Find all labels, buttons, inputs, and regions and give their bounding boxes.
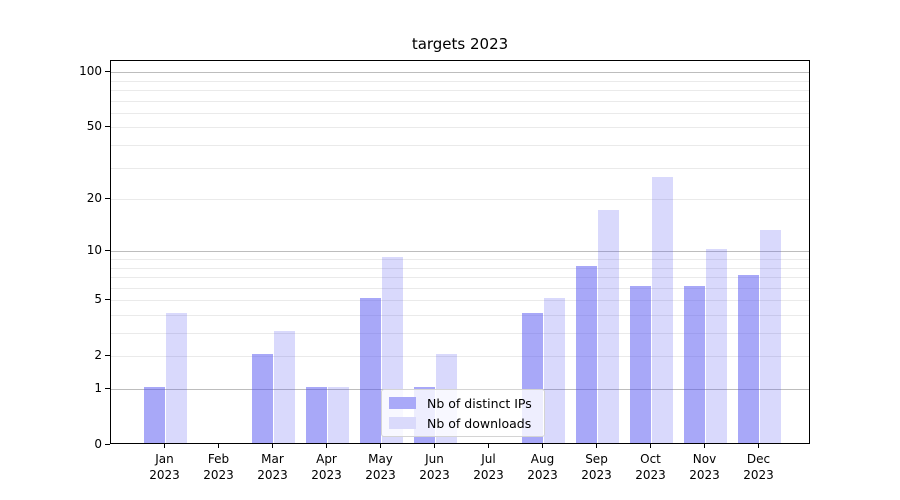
x-tick-label: Aug 2023 — [527, 452, 558, 482]
x-tick-label: Oct 2023 — [635, 452, 666, 482]
y-tick-mark — [105, 354, 110, 356]
bar-downloads-aug — [544, 298, 565, 443]
x-tick-mark — [488, 444, 489, 448]
x-tick-mark — [272, 444, 273, 448]
bar-downloads-dec — [760, 229, 781, 443]
gridline-minor — [111, 287, 809, 289]
y-tick-label: 50 — [86, 118, 102, 133]
gridline-minor — [111, 112, 809, 114]
y-tick-mark — [105, 249, 110, 251]
x-tick-mark — [380, 444, 381, 448]
legend-label-distinct-ips: Nb of distinct IPs — [427, 395, 532, 411]
y-tick-mark — [105, 70, 110, 72]
x-tick-mark — [596, 444, 597, 448]
x-tick-label: Dec 2023 — [743, 452, 774, 482]
bar-downloads-sep — [598, 209, 619, 443]
plot-area: Nb of distinct IPs Nb of downloads — [110, 60, 810, 444]
y-tick-label: 10 — [86, 242, 102, 257]
bar-downloads-jan — [166, 313, 187, 443]
legend-swatch-distinct-ips-icon — [389, 397, 416, 409]
gridline-minor — [111, 333, 809, 334]
x-tick-label: Jul 2023 — [473, 452, 504, 482]
y-tick-mark — [105, 197, 110, 199]
gridline-minor — [111, 80, 809, 82]
y-tick-label: 100 — [79, 63, 102, 78]
x-tick-label: Feb 2023 — [203, 452, 234, 482]
y-tick-label: 20 — [86, 190, 102, 205]
bar-distinct-ips-mar — [252, 354, 273, 443]
bar-distinct-ips-may — [360, 298, 381, 443]
y-tick-label: 0 — [94, 436, 102, 451]
gridline-minor — [111, 167, 809, 169]
bar-downloads-apr — [328, 387, 349, 443]
x-tick-label: Apr 2023 — [311, 452, 342, 482]
gridline-minor — [111, 277, 809, 278]
y-tick-label: 1 — [94, 380, 102, 395]
x-tick-mark — [434, 444, 435, 448]
chart-title: targets 2023 — [411, 35, 509, 53]
y-tick-mark — [105, 443, 110, 445]
bar-distinct-ips-jan — [144, 387, 165, 443]
gridline-minor — [111, 199, 809, 201]
gridline-minor — [111, 90, 809, 91]
x-tick-mark — [326, 444, 327, 448]
bar-downloads-mar — [274, 331, 295, 443]
x-tick-mark — [650, 444, 651, 448]
x-tick-label: Jan 2023 — [149, 452, 180, 482]
x-tick-mark — [218, 444, 219, 448]
gridline-minor — [111, 259, 809, 260]
legend-item-distinct-ips: Nb of distinct IPs — [389, 396, 544, 411]
bar-distinct-ips-nov — [684, 285, 705, 443]
gridline-major — [111, 72, 809, 74]
bar-distinct-ips-oct — [630, 285, 651, 443]
gridline-minor — [111, 267, 809, 269]
x-tick-mark — [704, 444, 705, 448]
bar-distinct-ips-sep — [576, 265, 597, 443]
gridline-minor — [111, 315, 809, 316]
x-tick-mark — [758, 444, 759, 448]
gridline-minor — [111, 356, 809, 358]
x-tick-mark — [542, 444, 543, 448]
bar-distinct-ips-apr — [306, 387, 327, 443]
x-tick-label: Sep 2023 — [581, 452, 612, 482]
bar-downloads-nov — [706, 249, 727, 443]
x-tick-label: May 2023 — [365, 452, 396, 482]
gridline-major — [111, 251, 809, 253]
gridline-minor — [111, 100, 809, 102]
y-tick-label: 2 — [94, 347, 102, 362]
gridline-minor — [111, 145, 809, 146]
legend-item-downloads: Nb of downloads — [389, 416, 544, 431]
y-tick-mark — [105, 387, 110, 389]
legend: Nb of distinct IPs Nb of downloads — [381, 389, 545, 437]
legend-swatch-downloads-icon — [389, 417, 416, 429]
bar-downloads-oct — [652, 176, 673, 443]
y-tick-mark — [105, 125, 110, 127]
bar-distinct-ips-dec — [738, 275, 759, 443]
y-tick-label: 5 — [94, 291, 102, 306]
gridline-minor — [111, 127, 809, 129]
x-tick-label: Jun 2023 — [419, 452, 450, 482]
x-tick-label: Nov 2023 — [689, 452, 720, 482]
x-tick-mark — [164, 444, 165, 448]
x-tick-label: Mar 2023 — [257, 452, 288, 482]
y-tick-mark — [105, 298, 110, 300]
gridline-minor — [111, 300, 809, 302]
legend-label-downloads: Nb of downloads — [427, 415, 532, 431]
